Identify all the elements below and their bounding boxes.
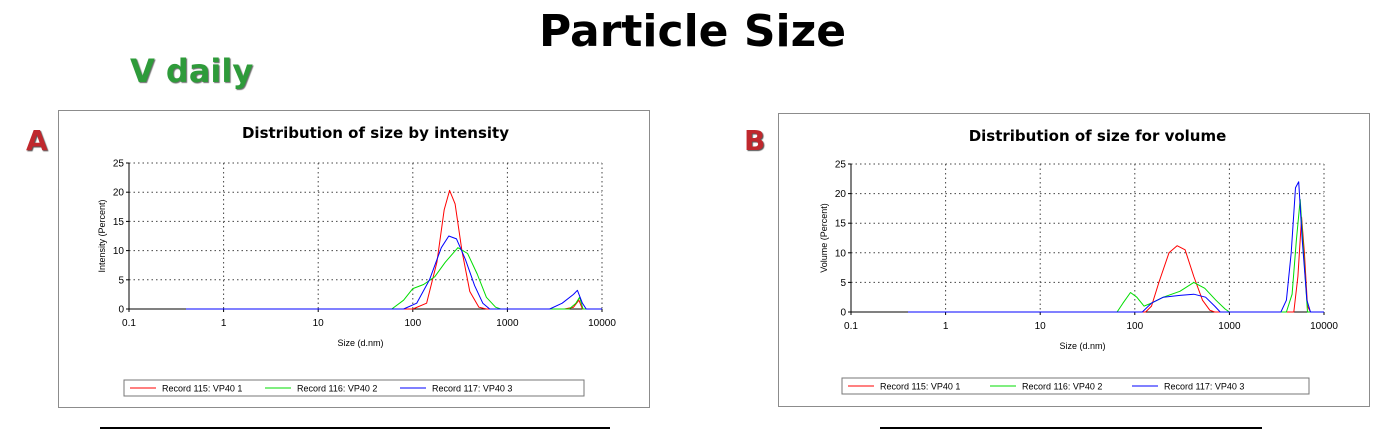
x-tick-label: 0.1 bbox=[122, 318, 136, 329]
x-tick-label: 0.1 bbox=[844, 321, 858, 332]
underline-left bbox=[100, 427, 610, 429]
x-tick-label: 10 bbox=[313, 318, 325, 329]
series-line-2 bbox=[186, 247, 602, 310]
page-subtitle: V daily bbox=[130, 52, 254, 90]
x-tick-label: 100 bbox=[404, 318, 421, 329]
x-axis-label: Size (d.nm) bbox=[1059, 341, 1105, 351]
x-tick-label: 1000 bbox=[1218, 321, 1241, 332]
panel-b-label: B bbox=[744, 124, 766, 157]
series-line-3 bbox=[186, 235, 602, 310]
chart-intensity-svg: Distribution of size by intensity 0.1 1 10 1… bbox=[97, 124, 616, 397]
y-tick-label: 15 bbox=[113, 217, 125, 228]
y-axis-label: Intensity (Percent) bbox=[97, 199, 107, 272]
y-tick-label: 20 bbox=[835, 189, 847, 200]
legend-label-2: Record 116: VP40 2 bbox=[297, 384, 377, 394]
series-line-1 bbox=[908, 216, 1324, 313]
legend-label-3: Record 117: VP40 3 bbox=[432, 384, 512, 394]
chart-title: Distribution of size for volume bbox=[969, 127, 1227, 145]
panel-a-label: A bbox=[26, 124, 48, 157]
y-tick-label: 0 bbox=[118, 305, 124, 316]
x-tick-label: 1000 bbox=[496, 318, 519, 329]
series-line-2 bbox=[908, 199, 1324, 313]
chart-intensity: Distribution of size by intensity 0.1 1 10 1… bbox=[58, 110, 650, 408]
y-tick-label: 15 bbox=[835, 219, 847, 230]
y-tick-label: 20 bbox=[113, 188, 125, 199]
x-tick-label: 10000 bbox=[588, 318, 616, 329]
grid bbox=[850, 163, 1325, 313]
y-tick-label: 25 bbox=[113, 159, 125, 170]
underline-right bbox=[880, 427, 1262, 429]
legend: Record 115: VP40 1 Record 116: VP40 2 Reco… bbox=[841, 377, 1310, 395]
y-tick-label: 5 bbox=[840, 278, 846, 289]
chart-volume: Distribution of size for volume 0.1 1 10 100… bbox=[778, 113, 1370, 407]
y-tick-label: 0 bbox=[840, 308, 846, 319]
legend-label-2: Record 116: VP40 2 bbox=[1022, 382, 1102, 392]
legend-box bbox=[841, 377, 1310, 395]
y-axis-label: Volume (Percent) bbox=[819, 203, 829, 273]
series-line-3 bbox=[908, 181, 1324, 313]
y-tick-label: 25 bbox=[835, 160, 847, 171]
x-tick-label: 10000 bbox=[1310, 321, 1338, 332]
grid bbox=[128, 162, 603, 310]
series-line-1 bbox=[186, 189, 602, 310]
x-tick-label: 1 bbox=[943, 321, 949, 332]
legend-label-1: Record 115: VP40 1 bbox=[162, 384, 242, 394]
x-tick-label: 10 bbox=[1035, 321, 1047, 332]
legend-label-1: Record 115: VP40 1 bbox=[880, 382, 960, 392]
y-tick-label: 10 bbox=[835, 248, 847, 259]
y-tick-label: 5 bbox=[118, 275, 124, 286]
x-axis-label: Size (d.nm) bbox=[337, 338, 383, 348]
x-tick-label: 1 bbox=[221, 318, 227, 329]
y-tick-label: 10 bbox=[113, 246, 125, 257]
chart-title: Distribution of size by intensity bbox=[242, 124, 509, 142]
x-tick-label: 100 bbox=[1126, 321, 1143, 332]
legend-label-3: Record 117: VP40 3 bbox=[1164, 382, 1244, 392]
legend: Record 115: VP40 1 Record 116: VP40 2 Reco… bbox=[123, 379, 585, 397]
page-title: Particle Size bbox=[538, 6, 847, 57]
legend-box bbox=[123, 379, 585, 397]
